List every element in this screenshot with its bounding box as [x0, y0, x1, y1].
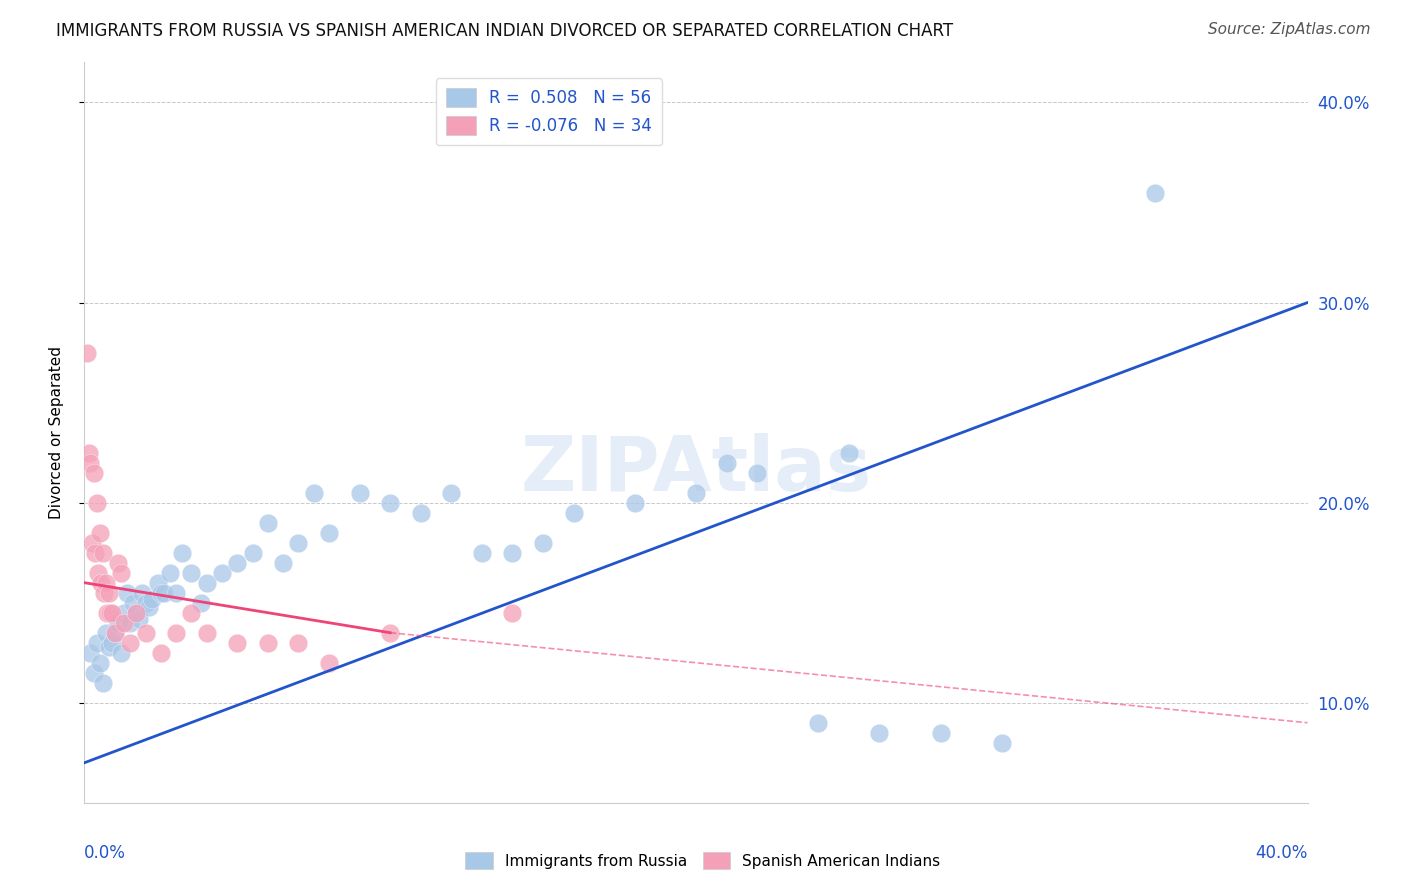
Point — [287, 535, 309, 549]
Point — [318, 656, 340, 670]
Point — [869, 725, 891, 739]
Point — [93, 585, 115, 599]
Point — [120, 615, 142, 630]
Point — [104, 625, 127, 640]
Point — [97, 640, 120, 654]
Point — [502, 606, 524, 620]
Point — [125, 606, 148, 620]
Point — [195, 575, 218, 590]
Text: ZIPAtlas: ZIPAtlas — [520, 433, 872, 507]
Point — [128, 612, 150, 626]
Point — [125, 606, 148, 620]
Point — [115, 585, 138, 599]
Point — [141, 591, 163, 606]
Point — [562, 506, 585, 520]
Point — [131, 585, 153, 599]
Point — [190, 596, 212, 610]
Point — [440, 485, 463, 500]
Point — [271, 556, 294, 570]
Point — [302, 485, 325, 500]
Point — [226, 636, 249, 650]
Point — [107, 556, 129, 570]
Y-axis label: Divorced or Separated: Divorced or Separated — [49, 346, 63, 519]
Point — [226, 556, 249, 570]
Point — [287, 636, 309, 650]
Point — [89, 525, 111, 540]
Point — [257, 516, 280, 530]
Point — [112, 615, 135, 630]
Point — [101, 636, 124, 650]
Point — [195, 625, 218, 640]
Point — [159, 566, 181, 580]
Point — [624, 496, 647, 510]
Point — [86, 636, 108, 650]
Point — [89, 656, 111, 670]
Point — [180, 566, 202, 580]
Point — [97, 585, 120, 599]
Point — [91, 546, 114, 560]
Point — [409, 506, 432, 520]
Point — [76, 345, 98, 359]
Point — [110, 646, 132, 660]
Point — [1143, 186, 1166, 200]
Legend: Immigrants from Russia, Spanish American Indians: Immigrants from Russia, Spanish American… — [460, 846, 946, 875]
Point — [122, 596, 145, 610]
Point — [91, 675, 114, 690]
Point — [80, 535, 103, 549]
Point — [79, 456, 101, 470]
Point — [716, 456, 738, 470]
Point — [87, 566, 110, 580]
Point — [165, 585, 187, 599]
Point — [110, 566, 132, 580]
Point — [135, 596, 157, 610]
Point — [90, 575, 112, 590]
Point — [146, 575, 169, 590]
Point — [380, 625, 402, 640]
Point — [471, 546, 494, 560]
Point — [211, 566, 233, 580]
Point — [685, 485, 707, 500]
Text: Source: ZipAtlas.com: Source: ZipAtlas.com — [1208, 22, 1371, 37]
Point — [79, 646, 101, 660]
Point — [84, 546, 107, 560]
Text: IMMIGRANTS FROM RUSSIA VS SPANISH AMERICAN INDIAN DIVORCED OR SEPARATED CORRELAT: IMMIGRANTS FROM RUSSIA VS SPANISH AMERIC… — [56, 22, 953, 40]
Point — [318, 525, 340, 540]
Point — [838, 445, 860, 459]
Point — [83, 665, 105, 680]
Point — [120, 636, 142, 650]
Point — [180, 606, 202, 620]
Point — [101, 606, 124, 620]
Point — [257, 636, 280, 650]
Point — [991, 736, 1014, 750]
Point — [380, 496, 402, 510]
Point — [96, 606, 118, 620]
Point — [165, 625, 187, 640]
Point — [149, 646, 172, 660]
Point — [807, 715, 830, 730]
Point — [153, 585, 176, 599]
Text: 0.0%: 0.0% — [84, 844, 127, 862]
Point — [929, 725, 952, 739]
Point — [135, 625, 157, 640]
Point — [77, 445, 100, 459]
Point — [349, 485, 371, 500]
Text: 40.0%: 40.0% — [1256, 844, 1308, 862]
Point — [86, 496, 108, 510]
Point — [107, 615, 129, 630]
Point — [94, 575, 117, 590]
Legend: R =  0.508   N = 56, R = -0.076   N = 34: R = 0.508 N = 56, R = -0.076 N = 34 — [436, 78, 662, 145]
Point — [94, 625, 117, 640]
Point — [83, 466, 105, 480]
Point — [242, 546, 264, 560]
Point — [747, 466, 769, 480]
Point — [502, 546, 524, 560]
Point — [138, 599, 160, 614]
Point — [98, 606, 121, 620]
Point — [172, 546, 194, 560]
Point — [112, 606, 135, 620]
Point — [149, 585, 172, 599]
Point — [531, 535, 554, 549]
Point — [104, 625, 127, 640]
